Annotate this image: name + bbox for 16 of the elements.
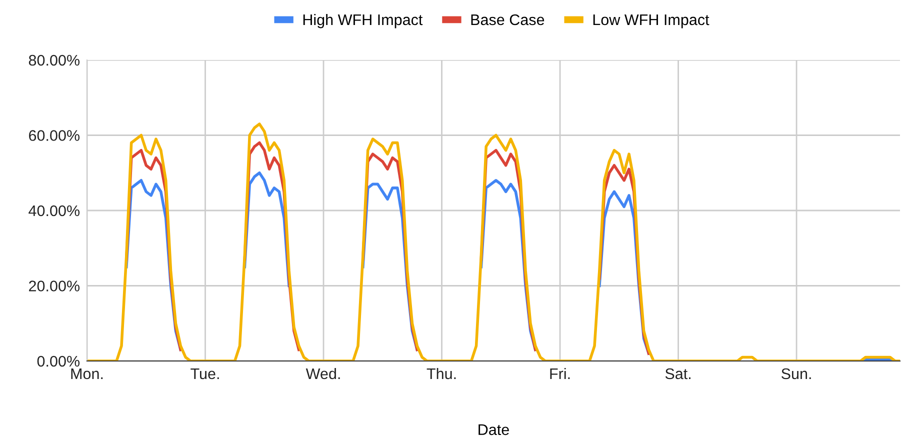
x-axis-title: Date bbox=[478, 424, 509, 436]
y-tick-label: 80.00% bbox=[28, 54, 80, 66]
x-tick-label: Wed. bbox=[306, 368, 340, 380]
x-tick-label: Sun. bbox=[782, 368, 811, 380]
x-tick-label: Mon. bbox=[71, 368, 103, 380]
legend-label: High WFH Impact bbox=[303, 14, 423, 28]
x-tick-label: Sat. bbox=[665, 368, 690, 380]
y-tick-label: 0.00% bbox=[37, 356, 80, 367]
y-tick-label: 40.00% bbox=[28, 205, 80, 216]
legend-label: Base Case bbox=[471, 14, 544, 26]
y-tick-label: 60.00% bbox=[29, 130, 80, 141]
y-tick-label: 20.00% bbox=[29, 280, 80, 292]
x-tick-label: Fri. bbox=[550, 368, 570, 380]
x-tick-label: Thu. bbox=[426, 368, 456, 380]
x-tick-label: Tue. bbox=[190, 368, 219, 380]
legend-label: Low WFH Impact bbox=[593, 14, 710, 28]
